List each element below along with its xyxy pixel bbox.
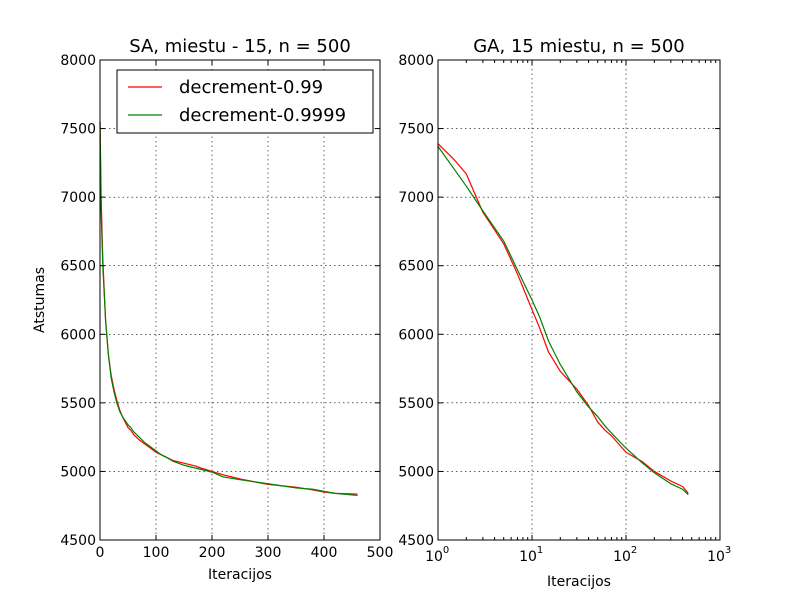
- legend-label-2: decrement-0.9999: [179, 105, 346, 126]
- ga-x-tick-label: 10: [519, 549, 537, 565]
- sa-series-line-2: [99, 121, 358, 497]
- ga-series: [437, 143, 689, 496]
- sa-y-tick-label: 6500: [60, 259, 96, 275]
- sa-plot-frame: [99, 59, 381, 541]
- sa-legend: decrement-0.99 decrement-0.9999: [116, 69, 374, 134]
- sa-y-tick-label: 7500: [60, 122, 96, 138]
- legend-box: [116, 69, 374, 134]
- sa-y-tick-label: 5000: [60, 464, 96, 480]
- sa-ticks: 4500 5000 5500 6000 6500 7000 7500 8000 0 100 200 3…: [60, 53, 393, 561]
- ga-x-tick-label-exponent: 0: [443, 545, 449, 556]
- ga-y-tick-label: 6000: [398, 327, 434, 343]
- sa-x-tick-label: 0: [96, 545, 105, 561]
- sa-x-tick-label: 200: [199, 545, 226, 561]
- ga-chart: GA, 15 miestu, n = 500 4500 5000 5500 6000 6…: [398, 36, 731, 590]
- ga-chart-title: GA, 15 miestu, n = 500: [473, 36, 685, 57]
- sa-x-tick-label: 400: [311, 545, 338, 561]
- sa-y-tick-label: 8000: [60, 53, 96, 69]
- ga-y-tick-label: 7500: [398, 122, 434, 138]
- ga-x-tick-label: 10: [707, 549, 725, 565]
- ga-plot-frame: [437, 59, 721, 541]
- sa-chart: SA, miestu - 15, n = 500 450050005500600…: [32, 36, 393, 583]
- sa-y-tick-label: 5500: [60, 396, 96, 412]
- sa-y-tick-label: 6000: [60, 327, 96, 343]
- sa-chart-title: SA, miestu - 15, n = 500: [129, 36, 351, 57]
- sa-y-tick-label: 7000: [60, 190, 96, 206]
- ga-x-tick-label-exponent: 3: [725, 545, 731, 556]
- sa-x-tick-label: 100: [143, 545, 170, 561]
- ga-x-axis-label: Iteracijos: [547, 574, 611, 590]
- legend-label-1: decrement-0.99: [179, 77, 323, 98]
- sa-x-axis-label: Iteracijos: [208, 567, 272, 583]
- ga-series-line-2: [437, 146, 689, 496]
- sa-x-tick-label: 300: [255, 545, 282, 561]
- sa-series: [99, 121, 358, 497]
- ga-x-tick-label: 10: [613, 549, 631, 565]
- ga-y-tick-label: 8000: [398, 53, 434, 69]
- ga-y-tick-label: 4500: [398, 533, 434, 549]
- ga-y-tick-label: 5000: [398, 464, 434, 480]
- ga-x-tick-label-exponent: 1: [537, 545, 543, 556]
- ga-y-tick-label: 6500: [398, 259, 434, 275]
- ga-x-tick-label-exponent: 2: [631, 545, 637, 556]
- ga-x-tick-label: 10: [425, 549, 443, 565]
- sa-x-tick-label: 500: [367, 545, 394, 561]
- sa-y-axis-label: Atstumas: [32, 267, 48, 333]
- sa-y-tick-label: 4500: [60, 533, 96, 549]
- ga-series-line-1: [437, 143, 689, 494]
- ga-y-tick-label: 5500: [398, 396, 434, 412]
- ga-y-tick-label: 7000: [398, 190, 434, 206]
